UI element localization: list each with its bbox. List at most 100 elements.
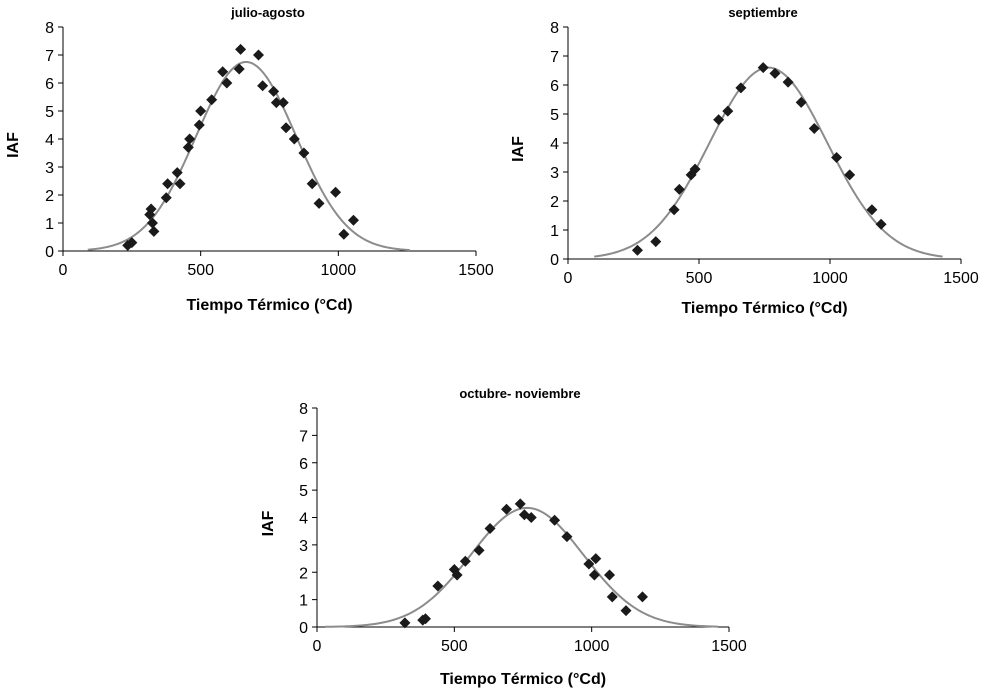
data-point [122, 239, 134, 251]
data-point [808, 123, 820, 134]
y-tick-label: 4 [299, 511, 308, 528]
data-point [277, 97, 289, 109]
data-point [252, 49, 264, 61]
x-tick-label: 1000 [812, 270, 848, 287]
data-point [604, 569, 616, 581]
data-point [875, 218, 887, 230]
y-tick-label: 1 [299, 593, 308, 610]
data-point [831, 152, 843, 163]
data-point [160, 192, 172, 204]
data-point [221, 77, 233, 89]
data-point [171, 167, 183, 179]
x-tick-label: 1500 [943, 270, 979, 287]
data-point [233, 63, 245, 75]
data-point [769, 67, 781, 79]
y-axis-label: IAF [260, 510, 277, 536]
data-point [145, 203, 157, 215]
y-tick-label: 3 [45, 160, 54, 177]
y-axis-label: IAF [510, 136, 527, 162]
data-point [419, 613, 431, 625]
data-point [588, 569, 600, 581]
data-point [146, 217, 158, 229]
data-point [206, 94, 218, 106]
x-tick-label: 500 [187, 262, 214, 279]
data-point [148, 225, 160, 237]
y-tick-label: 4 [550, 136, 559, 153]
fit-curve-line [594, 66, 943, 258]
data-point [636, 591, 648, 603]
data-point [399, 617, 411, 629]
data-point [193, 119, 205, 131]
y-tick-label: 2 [299, 565, 308, 582]
y-tick-label: 5 [45, 104, 54, 121]
data-point [866, 204, 878, 216]
data-point [757, 62, 769, 74]
data-point [347, 214, 359, 226]
y-tick-label: 0 [299, 620, 308, 637]
y-tick-label: 8 [550, 20, 559, 37]
data-point [270, 97, 282, 109]
y-tick-label: 8 [299, 401, 308, 418]
y-tick-label: 0 [45, 244, 54, 261]
chart-title: octubre- noviembre [459, 386, 580, 401]
chart-panel-3: 0 1 2 3 4 5 6 7 8 0 500 1000 1500 octubre- noviembre T… [260, 386, 747, 688]
data-point [280, 122, 292, 134]
x-tick-label: 1000 [574, 638, 610, 655]
x-axis-label: Tiempo Térmico (°Cd) [681, 300, 847, 317]
y-tick-label: 6 [45, 76, 54, 93]
data-point [525, 512, 537, 523]
data-point [451, 569, 463, 581]
x-tick-label: 500 [441, 638, 468, 655]
data-point [195, 105, 207, 117]
y-tick-label: 6 [550, 78, 559, 95]
fit-curve-line [87, 61, 410, 252]
y-tick-label: 8 [45, 20, 54, 37]
data-point [268, 85, 280, 97]
y-tick-label: 7 [45, 48, 54, 65]
data-point [459, 555, 471, 567]
y-tick-label: 0 [550, 252, 559, 269]
data-point [288, 133, 300, 145]
y-tick-label: 7 [299, 428, 308, 445]
chart-title: julio-agosto [230, 5, 305, 20]
data-point [306, 178, 318, 190]
y-tick-label: 7 [550, 49, 559, 66]
data-point [257, 80, 269, 92]
data-point [673, 183, 685, 195]
data-point [549, 514, 561, 526]
data-point [330, 186, 342, 198]
chart-panel-2: 0 1 2 3 4 5 6 7 8 0 500 1000 1500 septiembre Tiempo Té… [510, 5, 979, 317]
data-point [174, 178, 186, 190]
x-tick-label: 0 [313, 638, 322, 655]
data-point [713, 114, 725, 126]
data-point [126, 237, 138, 249]
x-tick-label: 500 [686, 270, 713, 287]
y-tick-label: 3 [550, 165, 559, 182]
data-point [501, 503, 513, 515]
chart-panel-1: 0 1 2 3 4 5 6 7 8 0 500 1000 1500 julio-agosto Tiempo … [5, 5, 494, 314]
data-point [162, 178, 174, 190]
data-point [650, 236, 662, 248]
data-point [484, 522, 496, 534]
data-point [338, 228, 350, 240]
data-point [184, 133, 196, 145]
y-tick-label: 1 [550, 223, 559, 240]
chart-title: septiembre [728, 5, 797, 20]
data-point [620, 605, 632, 617]
x-tick-label: 0 [564, 270, 573, 287]
data-point [432, 580, 444, 592]
y-tick-label: 1 [45, 216, 54, 233]
data-point [782, 76, 794, 88]
data-point [298, 147, 310, 159]
data-point [473, 544, 485, 556]
x-tick-label: 0 [59, 262, 68, 279]
data-point [844, 169, 856, 181]
data-point [561, 531, 573, 543]
y-tick-label: 4 [45, 132, 54, 149]
y-axis-label: IAF [5, 132, 22, 158]
data-point [668, 204, 680, 216]
x-axis-label: Tiempo Térmico (°Cd) [186, 297, 352, 314]
data-point [235, 43, 247, 55]
x-tick-label: 1500 [458, 262, 494, 279]
